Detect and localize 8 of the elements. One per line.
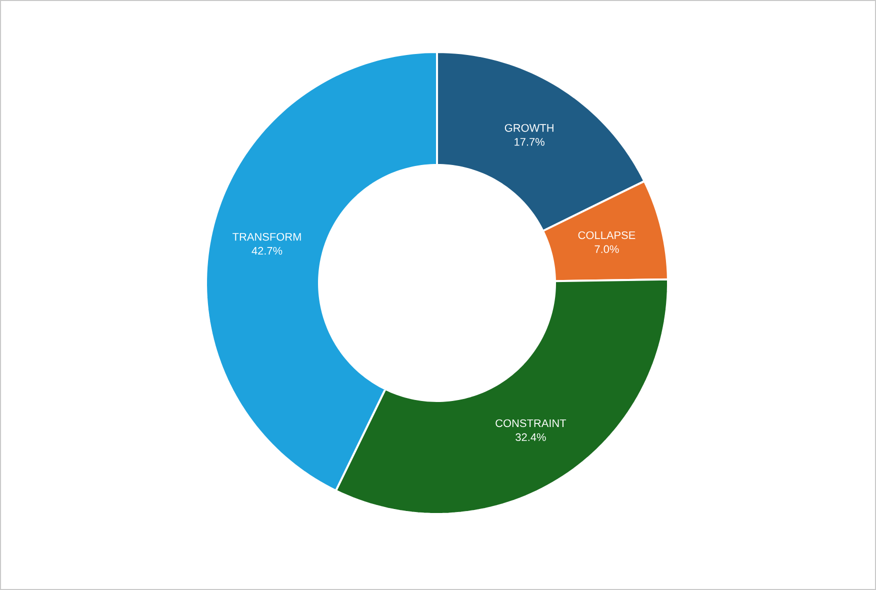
data-label: 32.4%	[516, 433, 546, 442]
data-label: 17.7%	[514, 138, 544, 146]
data-label: 7.0%	[594, 245, 619, 254]
slice-label: CONSTRAINT	[496, 419, 566, 428]
slice-label: COLLAPSE	[578, 231, 636, 240]
slice-label: GROWTH	[504, 124, 554, 132]
data-label: 42.7%	[252, 246, 282, 255]
slice-label: TRANSFORM	[232, 232, 301, 241]
